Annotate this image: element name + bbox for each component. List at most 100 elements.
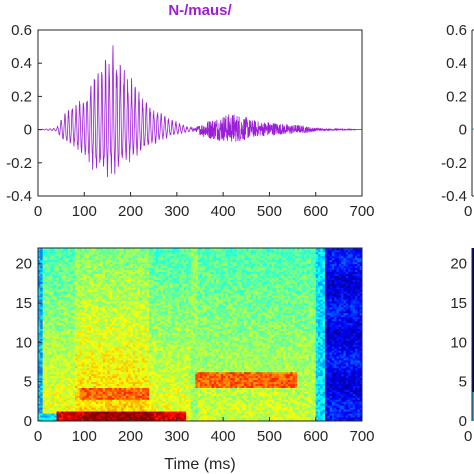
spectrogram-cell	[88, 312, 92, 316]
spectrogram-cell	[119, 283, 122, 286]
spectrogram-cell	[79, 249, 83, 253]
spectrogram-cell	[125, 293, 129, 296]
spectrogram-cell	[88, 401, 92, 404]
spectrogram-cell	[121, 342, 125, 345]
spectrogram-cell	[123, 261, 127, 265]
spectrogram-cell	[114, 259, 118, 263]
spectrogram-cell	[63, 279, 67, 282]
spectrogram-cell	[63, 318, 67, 322]
spectrogram-cell	[130, 263, 134, 267]
spectrogram-cell	[128, 251, 131, 255]
spectrogram-cell	[75, 379, 78, 383]
spectrogram-cell	[86, 363, 90, 367]
spectrogram-cell	[54, 285, 57, 288]
spectrogram-cell	[114, 320, 118, 324]
spectrogram-cell	[44, 377, 48, 381]
spectrogram-cell	[56, 375, 60, 379]
spectrogram-cell	[84, 257, 87, 261]
spectrogram-cell	[49, 267, 53, 271]
spectrogram-cell	[107, 301, 111, 304]
spectrogram-cell	[47, 255, 50, 259]
spectrogram-cell	[72, 299, 76, 302]
spectrogram-cell	[54, 305, 57, 308]
spectrogram-cell	[61, 393, 64, 396]
spectrogram-cell	[102, 248, 106, 251]
spectrogram-cell	[75, 263, 78, 267]
spectrogram-cell	[65, 320, 69, 324]
spectrogram-cell	[142, 395, 145, 398]
spectrogram-cell	[91, 346, 94, 349]
spectrogram-cell	[88, 324, 92, 328]
spectrogram-cell	[72, 275, 76, 278]
spectrogram-cell	[79, 362, 83, 365]
spectrogram-cell	[144, 409, 148, 412]
spectrogram-cell	[40, 375, 44, 379]
spectrogram-cell	[84, 407, 87, 410]
spectrogram-cell	[65, 411, 69, 414]
spectrogram-cell	[44, 371, 48, 375]
spectrogram-cell	[109, 275, 113, 278]
spectrogram-cell	[81, 346, 85, 349]
spectrogram-cell	[58, 314, 62, 318]
spectrogram-cell	[61, 348, 64, 351]
spectrogram-cell	[137, 301, 141, 304]
spectrogram-cell	[112, 332, 115, 335]
spectrogram-cell	[121, 401, 125, 404]
spectrogram-cell	[144, 411, 148, 414]
spectrogram-cell	[77, 283, 81, 286]
spectrogram-cell	[144, 389, 148, 392]
spectrogram-cell	[137, 417, 141, 420]
spectrogram-cell	[54, 369, 57, 373]
spectrogram-cell	[38, 373, 41, 377]
spectrogram-cell	[63, 249, 67, 253]
spectrogram-cell	[61, 269, 64, 272]
spectrogram-cell	[116, 356, 120, 359]
spectrogram-cell	[112, 301, 115, 304]
spectrogram-cell	[54, 255, 57, 259]
spectrogram-cell	[86, 354, 90, 357]
spectrogram-cell	[68, 413, 71, 416]
spectrogram-cell	[75, 279, 78, 282]
spectrogram-cell	[56, 287, 60, 290]
spectrogram-cell	[93, 326, 97, 330]
spectrogram-cell	[100, 360, 104, 363]
spectrogram-cell	[98, 360, 101, 363]
spectrogram-cell	[68, 283, 71, 286]
spectrogram-cell	[119, 316, 122, 320]
spectrogram-cell	[98, 413, 101, 416]
spectrogram-cell	[81, 251, 85, 255]
spectrogram-cell	[42, 362, 46, 365]
spectrogram-cell	[142, 275, 145, 278]
spectrogram-cell	[81, 354, 85, 357]
spectrogram-cell	[109, 257, 113, 261]
spectrogram-cell	[56, 265, 60, 269]
spectrogram-cell	[44, 257, 48, 261]
spectrogram-cell	[51, 281, 55, 284]
spectrogram-cell	[61, 338, 64, 341]
spectrogram-cell	[44, 267, 48, 271]
spectrogram-cell	[40, 379, 44, 383]
spectrogram-cell	[121, 367, 125, 371]
spectrogram-cell	[79, 419, 83, 421]
spectrogram-cell	[42, 328, 46, 331]
spectrogram-cell	[119, 405, 122, 408]
spectrogram-cell	[137, 352, 141, 355]
spectrogram-cell	[112, 281, 115, 284]
spectrogram-cell	[114, 369, 118, 373]
spectrogram-cell	[137, 391, 141, 394]
spectrogram-cell	[123, 330, 127, 333]
spectrogram-cell	[116, 314, 120, 318]
spectrogram-cell	[44, 306, 48, 310]
spectrogram-cell	[49, 303, 53, 306]
spectrogram-cell	[86, 362, 90, 365]
spectrogram-cell	[121, 295, 125, 298]
spectrogram-cell	[70, 383, 74, 387]
spectrogram-cell	[91, 356, 94, 359]
spectrogram-cell	[137, 271, 141, 274]
spectrogram-cell	[54, 293, 57, 296]
spectrogram-cell	[72, 257, 76, 261]
spectrogram-cell	[139, 379, 143, 383]
spectrogram-cell	[75, 362, 78, 365]
spectrogram-cell	[95, 324, 99, 328]
spectrogram-cell	[95, 419, 99, 421]
